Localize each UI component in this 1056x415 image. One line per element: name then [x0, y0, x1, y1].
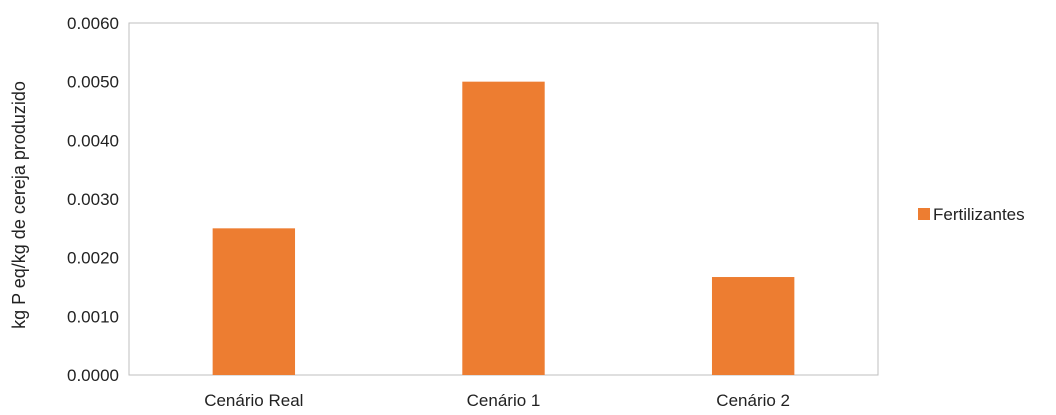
- x-axis-ticks: Cenário Real Cenário 1 Cenário 2: [204, 391, 790, 410]
- x-tick-label: Cenário 1: [467, 391, 541, 410]
- y-axis-title: kg P eq/kg de cereja produzido: [9, 81, 29, 329]
- y-tick-label: 0.0040: [67, 131, 119, 150]
- legend-swatch-fertilizantes: [918, 208, 930, 220]
- y-axis-ticks: 0.0000 0.0010 0.0020 0.0030 0.0040 0.0050 0.00…: [67, 14, 119, 385]
- bars-group: [212, 81, 795, 376]
- bar-3: [711, 277, 795, 375]
- y-tick-label: 0.0000: [67, 366, 119, 385]
- y-tick-label: 0.0050: [67, 73, 119, 92]
- legend-label-fertilizantes: Fertilizantes: [933, 205, 1025, 224]
- y-tick-label: 0.0020: [67, 249, 119, 268]
- legend: Fertilizantes: [918, 205, 1025, 224]
- y-tick-label: 0.0030: [67, 190, 119, 209]
- x-tick-label: Cenário 2: [716, 391, 790, 410]
- x-tick-label: Cenário Real: [204, 391, 303, 410]
- bar-1: [212, 228, 296, 375]
- y-tick-label: 0.0010: [67, 307, 119, 326]
- bar-2: [462, 81, 545, 376]
- y-tick-label: 0.0060: [67, 14, 119, 33]
